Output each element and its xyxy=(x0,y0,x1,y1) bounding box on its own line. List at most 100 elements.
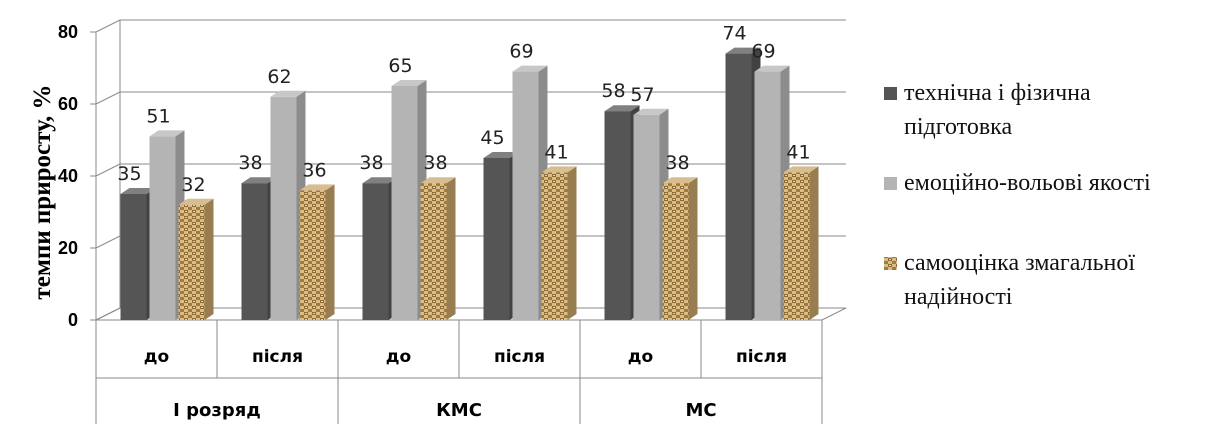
bar-top xyxy=(299,184,335,191)
data-label: 38 xyxy=(359,152,383,174)
data-label: 74 xyxy=(722,23,746,45)
bar-2-4 xyxy=(662,177,698,320)
bar-top xyxy=(178,198,214,205)
data-label: 38 xyxy=(238,152,262,174)
legend-label: емоційно-вольові якості xyxy=(904,170,1151,196)
data-label: 65 xyxy=(388,55,412,77)
legend-swatch xyxy=(884,87,897,100)
bar-front xyxy=(299,190,326,320)
legend-swatch xyxy=(884,257,897,270)
legend: технічна і фізична підготовка емоційно-вол… xyxy=(884,80,1151,310)
bar-front xyxy=(604,111,631,320)
data-label: 41 xyxy=(544,141,568,163)
bar-side xyxy=(446,177,456,320)
y-tick-label: 80 xyxy=(58,22,78,42)
bar-front xyxy=(420,183,447,320)
y-tick-label: 20 xyxy=(58,238,78,258)
bar-2-2 xyxy=(420,177,456,320)
legend-swatch xyxy=(884,177,897,190)
bar-front xyxy=(754,71,781,320)
bar-side xyxy=(567,166,577,320)
data-label: 51 xyxy=(146,105,170,127)
gridline-side-3 xyxy=(95,91,121,105)
data-label: 45 xyxy=(480,127,504,149)
legend-label: самооцінка змагальної xyxy=(904,250,1135,276)
bar-front xyxy=(541,172,568,320)
bar-front xyxy=(178,204,205,320)
bar-top xyxy=(120,188,156,194)
bar-top xyxy=(754,65,790,72)
group-label: КМС xyxy=(436,400,482,421)
bar-top xyxy=(149,130,185,137)
bar-side xyxy=(688,177,698,320)
category-label: до xyxy=(386,347,411,367)
bar-top xyxy=(541,166,577,173)
group-label: МС xyxy=(685,400,716,421)
legend-label: надійності xyxy=(904,284,1013,310)
bar-front xyxy=(362,183,389,320)
bar-front xyxy=(633,114,660,320)
category-label: до xyxy=(628,347,653,367)
data-label: 69 xyxy=(509,41,533,63)
bar-top xyxy=(633,108,669,115)
data-label: 38 xyxy=(423,152,447,174)
bar-top xyxy=(420,177,456,184)
bar-front xyxy=(149,136,176,320)
bar-side xyxy=(204,198,214,320)
gridline-side-4 xyxy=(95,19,121,33)
bar-2-0 xyxy=(178,198,214,320)
bar-front xyxy=(391,86,418,320)
y-tick-label: 0 xyxy=(68,310,78,330)
category-label: після xyxy=(736,347,787,367)
data-label: 57 xyxy=(630,84,654,106)
bar-top xyxy=(662,177,698,184)
bar-2-3 xyxy=(541,166,577,320)
data-label: 32 xyxy=(181,174,205,196)
legend-label: технічна і фізична xyxy=(904,80,1091,106)
category-label: після xyxy=(494,347,545,367)
data-label: 36 xyxy=(302,159,326,181)
data-label: 38 xyxy=(665,152,689,174)
bar-front xyxy=(662,183,689,320)
gridline-side-1 xyxy=(95,235,121,249)
bar-front xyxy=(783,172,810,320)
data-label: 41 xyxy=(786,141,810,163)
bar-side xyxy=(325,184,335,320)
bar-top xyxy=(604,105,640,112)
y-tick-label: 40 xyxy=(58,166,78,186)
bar-top xyxy=(241,177,277,184)
bar-1-2 xyxy=(391,80,427,320)
bar-top xyxy=(725,47,761,54)
bar-front xyxy=(725,53,752,320)
y-tick-label: 60 xyxy=(58,94,78,114)
bar-front xyxy=(270,96,297,320)
legend-label: підготовка xyxy=(904,114,1012,140)
bar-top xyxy=(483,152,519,158)
gridline-side-2 xyxy=(95,163,121,177)
group-label: I розряд xyxy=(173,400,261,421)
bar-front xyxy=(512,71,539,320)
data-label: 69 xyxy=(751,41,775,63)
bar-top xyxy=(783,166,819,173)
category-label: до xyxy=(144,347,169,367)
bar-top xyxy=(512,65,548,72)
bar-front xyxy=(120,194,147,320)
bar-2-5 xyxy=(783,166,819,320)
data-label: 62 xyxy=(267,66,291,88)
bars xyxy=(120,47,819,320)
data-label: 58 xyxy=(601,80,625,102)
y-tick-labels: 0 20 40 60 80 xyxy=(58,22,78,330)
bar-top xyxy=(270,90,306,97)
category-label: після xyxy=(252,347,303,367)
category-axis: до після до після до після I розряд КМС МС xyxy=(95,320,823,424)
data-label: 35 xyxy=(117,163,141,185)
bar-top xyxy=(391,80,427,86)
bar-2-1 xyxy=(299,184,335,320)
bar-front xyxy=(483,158,510,320)
y-axis-label: темпи приросту, % xyxy=(29,84,56,299)
bar-front xyxy=(241,183,268,320)
bar-side xyxy=(809,166,819,320)
bar-top xyxy=(362,177,398,184)
